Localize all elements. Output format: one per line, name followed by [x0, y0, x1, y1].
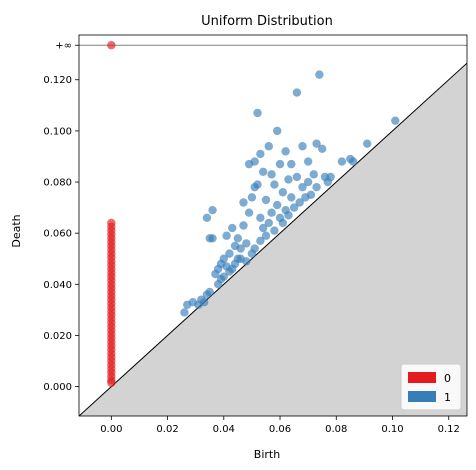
point-series-1-41 — [251, 244, 259, 252]
point-series-1-91 — [391, 116, 399, 124]
x-tick-label-4: 0.08 — [325, 424, 347, 435]
x-tick-label-6: 0.12 — [438, 424, 460, 435]
point-series-1-0 — [180, 308, 188, 316]
point-series-1-43 — [253, 109, 261, 117]
point-series-1-10 — [203, 214, 211, 222]
point-series-1-11 — [208, 206, 216, 214]
point-series-1-67 — [287, 193, 295, 201]
point-series-1-58 — [273, 201, 281, 209]
point-series-1-57 — [273, 127, 281, 135]
point-series-1-56 — [270, 226, 278, 234]
y-tick-label-2: 0.040 — [43, 280, 72, 291]
x-axis-label: Birth — [254, 448, 280, 461]
point-series-1-70 — [293, 88, 301, 96]
point-series-1-61 — [279, 188, 287, 196]
legend: 01 — [401, 364, 461, 410]
point-series-1-31 — [239, 221, 247, 229]
x-tick-label-0: 0.00 — [100, 424, 122, 435]
point-series-1-78 — [307, 191, 315, 199]
point-series-1-47 — [259, 168, 267, 176]
x-tick-label-2: 0.04 — [213, 424, 235, 435]
y-tick-label-4: 0.080 — [43, 178, 72, 189]
point-series-1-66 — [284, 211, 292, 219]
point-series-1-79 — [310, 170, 318, 178]
point-series-0-43 — [107, 379, 115, 387]
point-series-1-50 — [262, 232, 270, 240]
point-series-1-77 — [304, 178, 312, 186]
point-series-1-38 — [248, 193, 256, 201]
y-tick-label-3: 0.060 — [43, 229, 72, 240]
y-tick-label-5: 0.100 — [43, 126, 72, 137]
legend-swatch-1 — [408, 391, 436, 402]
point-series-1-39 — [251, 157, 259, 165]
point-series-1-86 — [326, 173, 334, 181]
point-series-1-9 — [206, 234, 214, 242]
point-series-1-5 — [200, 298, 208, 306]
point-series-1-68 — [287, 160, 295, 168]
point-series-1-23 — [228, 224, 236, 232]
point-series-1-71 — [293, 173, 301, 181]
point-series-0-0 — [107, 41, 115, 49]
legend-label-1: 1 — [444, 391, 451, 404]
x-tick-label-3: 0.06 — [269, 424, 291, 435]
point-series-1-52 — [265, 219, 273, 227]
point-series-1-44 — [256, 214, 264, 222]
y-axis-label: Death — [10, 214, 23, 247]
point-series-1-76 — [304, 157, 312, 165]
point-series-1-32 — [239, 198, 247, 206]
point-series-1-33 — [242, 257, 250, 265]
chart-title: Uniform Distribution — [201, 14, 333, 29]
point-series-1-42 — [253, 180, 261, 188]
point-series-1-82 — [315, 70, 323, 78]
x-tick-label-5: 0.10 — [381, 424, 403, 435]
point-series-1-35 — [245, 209, 253, 217]
point-series-1-65 — [284, 175, 292, 183]
point-series-1-45 — [256, 150, 264, 158]
point-series-1-27 — [234, 234, 242, 242]
y-tick-label-6: 0.120 — [43, 75, 72, 86]
legend-swatch-0 — [408, 372, 436, 383]
point-series-1-87 — [338, 157, 346, 165]
point-series-1-22 — [225, 249, 233, 257]
point-series-1-89 — [349, 157, 357, 165]
y-tick-label-0: 0.000 — [43, 382, 72, 393]
point-series-1-83 — [318, 145, 326, 153]
legend-box — [401, 364, 461, 410]
point-series-1-63 — [281, 147, 289, 155]
point-series-1-90 — [363, 139, 371, 147]
point-series-1-7 — [206, 288, 214, 296]
x-tick-label-1: 0.02 — [156, 424, 178, 435]
y-tick-label-7: +∞ — [55, 41, 72, 52]
point-series-1-20 — [222, 232, 230, 240]
point-series-1-55 — [270, 180, 278, 188]
legend-label-0: 0 — [444, 372, 451, 385]
point-series-1-59 — [276, 160, 284, 168]
point-series-1-54 — [267, 209, 275, 217]
point-series-1-73 — [298, 142, 306, 150]
point-series-1-62 — [279, 219, 287, 227]
y-tick-label-1: 0.020 — [43, 331, 72, 342]
point-series-1-53 — [267, 170, 275, 178]
point-series-1-51 — [265, 142, 273, 150]
point-series-1-81 — [312, 183, 320, 191]
point-series-1-34 — [242, 239, 250, 247]
point-series-1-49 — [262, 196, 270, 204]
